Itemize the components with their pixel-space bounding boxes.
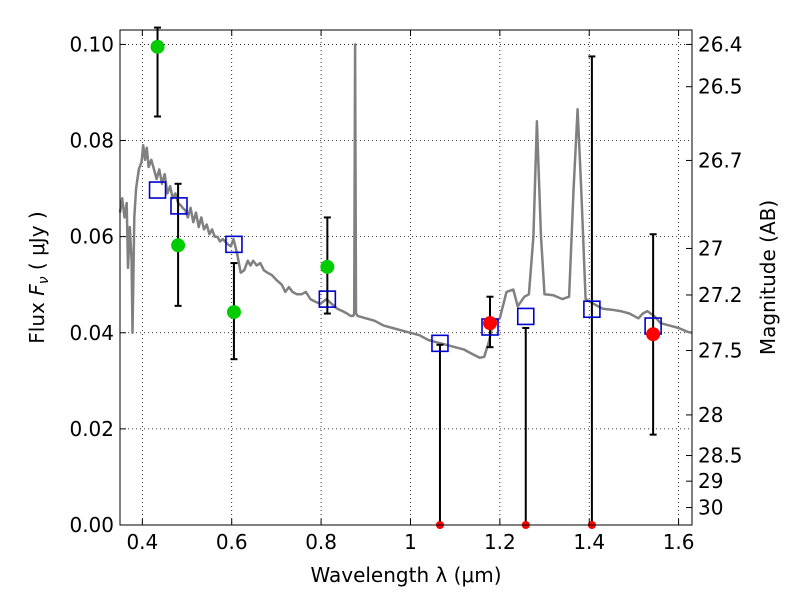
model-bandpass-square [318, 290, 337, 308]
right-tick-label: 27 [698, 236, 723, 260]
x-tick-label: 1.4 [573, 530, 605, 554]
x-tick-label: 1.2 [484, 530, 516, 554]
right-tick-label: 27.5 [698, 339, 743, 363]
photometry-point [483, 316, 498, 331]
photometry-point [150, 39, 165, 54]
right-tick-label: 26.7 [698, 148, 743, 172]
model-bandpass-square [170, 197, 188, 215]
x-tick-label: 0.8 [305, 530, 337, 554]
model-bandpass-squares [148, 181, 662, 353]
y-axis-label-prefix: Flux [25, 296, 49, 344]
error-bars [154, 26, 657, 525]
right-tick-label: 27.2 [698, 283, 743, 307]
model-sed-layer [118, 43, 693, 360]
y-axis-label-symbol: F [25, 284, 49, 296]
y-tick-label: 0.00 [69, 513, 114, 537]
y-axis-label-unit: ( μJy ) [25, 211, 49, 276]
x-tick-label: 1 [404, 530, 417, 554]
x-tick-label: 0.6 [216, 530, 248, 554]
photometry-point [171, 238, 186, 253]
right-tick-label: 29 [698, 469, 723, 493]
x-tick-label: 1.6 [663, 530, 695, 554]
right-tick-label: 26.5 [698, 75, 743, 99]
y-tick-label: 0.04 [69, 321, 114, 345]
y-axis-label: Flux Fν ( μJy ) [25, 211, 52, 343]
right-tick-label: 28 [698, 403, 723, 427]
grid [120, 30, 692, 526]
right-axis-label: Magnitude (AB) [756, 200, 780, 355]
model-sed-line [118, 43, 693, 360]
y-tick-label: 0.10 [69, 32, 114, 56]
right-tick-label: 30 [698, 496, 723, 520]
model-bandpass-square [583, 300, 601, 319]
photometry-points [150, 39, 661, 529]
plot-frame [119, 29, 693, 526]
photometry-point [646, 327, 661, 342]
right-tick-label: 26.4 [698, 32, 743, 56]
photometry-point [320, 259, 335, 274]
axis-ticks: 0.4 0.6 0.8 1 1.2 1.4 1.6 0.00 0.02 0.04 0.06 0.08 0… [69, 30, 743, 554]
right-tick-label: 28.5 [698, 444, 743, 468]
model-bandpass-square [225, 235, 243, 254]
y-tick-label: 0.02 [69, 417, 114, 441]
y-tick-label: 0.08 [69, 129, 114, 153]
x-axis-label: Wavelength λ (μm) [310, 563, 501, 587]
x-tick-label: 0.4 [126, 530, 158, 554]
model-bandpass-square [516, 307, 535, 326]
model-bandpass-square [431, 334, 449, 353]
y-axis-label-subscript: ν [36, 276, 52, 284]
y-tick-label: 0.06 [69, 225, 114, 249]
model-bandpass-square [148, 181, 167, 199]
photometry-point [226, 305, 241, 320]
